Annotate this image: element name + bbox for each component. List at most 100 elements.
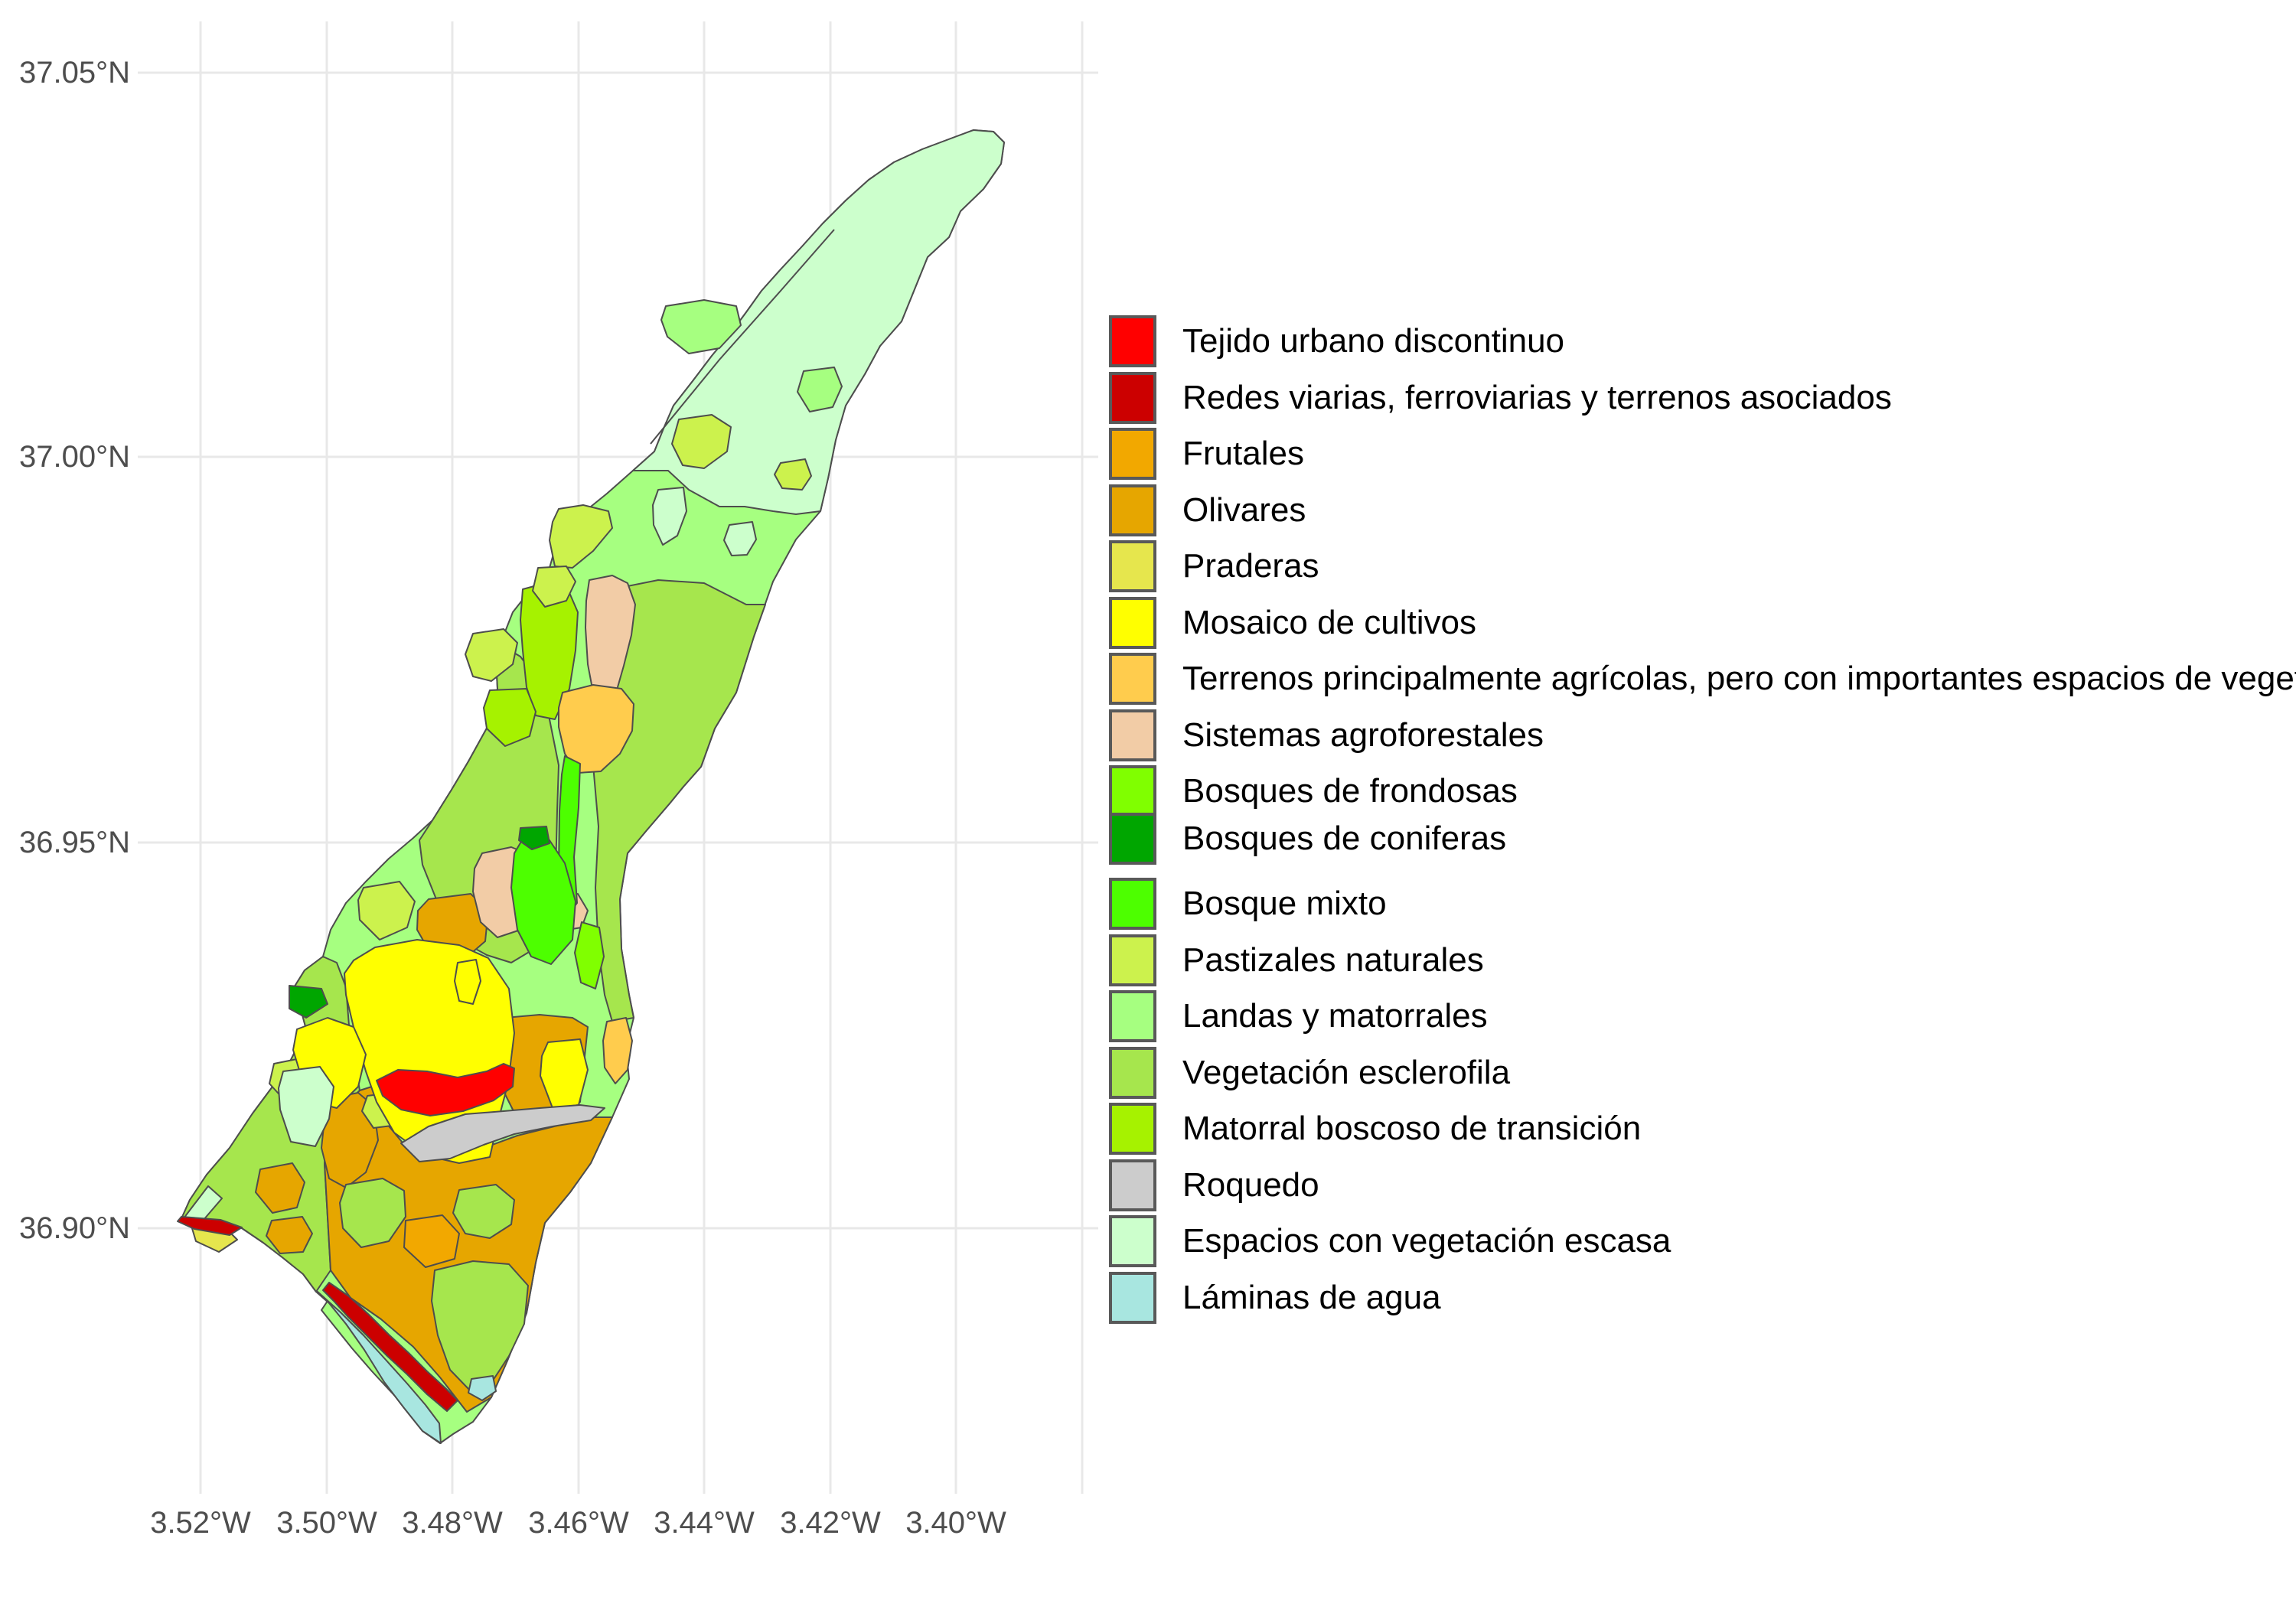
legend-swatch-roads [1109,371,1156,424]
region-roquedo-band [400,1104,605,1162]
legend-label-praderas: Praderas [1182,547,1319,585]
legend-item-mosaico: Mosaico de cultivos [1109,596,1476,649]
region-coniferas-west-sliver [289,985,328,1019]
region-pastizales-west-edge [465,628,518,682]
legend-label-mosaico: Mosaico de cultivos [1182,603,1476,641]
legend-label-mixto: Bosque mixto [1182,885,1387,922]
legend-swatch-mixto [1109,878,1156,930]
region-frondosas-strip-2 [574,921,605,989]
legend-swatch-praderas [1109,540,1156,592]
legend-swatch-mosaico [1109,596,1156,649]
x-tick-label: 3.42°W [780,1506,881,1540]
legend-item-esclerofila: Vegetación esclerofila [1109,1046,1511,1099]
region-escasa-inclusion-1 [652,487,687,546]
x-tick-label: 3.52°W [150,1506,251,1540]
legend-item-frondosas: Bosques de frondosas [1109,765,1518,817]
region-mixto-blob [510,832,576,965]
legend-swatch-escasa [1109,1215,1156,1267]
region-terrenos-east [602,1017,633,1084]
legend-swatch-frutales [1109,428,1156,480]
region-pastizales-nw-2 [532,566,576,608]
legend-item-frutales: Frutales [1109,428,1304,480]
y-tick-label: 37.05°N [19,56,130,90]
legend: Tejido urbano discontinuo Redes viarias, … [1109,0,2296,1607]
legend-swatch-urban [1109,315,1156,367]
legend-label-matorral: Matorral boscoso de transición [1182,1110,1642,1147]
region-agua-small-east [468,1375,497,1401]
legend-label-coniferas: Bosques de coniferas [1182,819,1507,857]
region-landas-inclusion-1 [660,299,742,354]
legend-label-agua: Láminas de agua [1182,1278,1441,1316]
x-tick-label: 3.50°W [276,1506,377,1540]
legend-label-esclerofila: Vegetación esclerofila [1182,1053,1511,1091]
legend-item-mixto: Bosque mixto [1109,878,1387,930]
legend-swatch-olivares [1109,484,1156,536]
region-coniferas-top-fringe [518,826,550,850]
region-olivares-island-2 [266,1216,313,1254]
legend-label-roquedo: Roquedo [1182,1165,1319,1204]
legend-label-frondosas: Bosques de frondosas [1182,772,1518,810]
legend-swatch-agroforestal [1109,709,1156,761]
internal-boundary-ne [650,229,835,445]
legend-item-matorral: Matorral boscoso de transición [1109,1103,1641,1155]
legend-swatch-agua [1109,1271,1156,1324]
legend-item-agua: Láminas de agua [1109,1271,1441,1324]
region-terrenos-upper [558,684,634,774]
region-pastizales-nw-strip [549,504,613,569]
legend-label-urban: Tejido urbano discontinuo [1182,322,1565,360]
x-tick-label: 3.44°W [654,1506,755,1540]
legend-item-pastizales: Pastizales naturales [1109,934,1484,986]
legend-swatch-terrenos [1109,653,1156,705]
x-tick-label: 3.46°W [528,1506,629,1540]
legend-item-roquedo: Roquedo [1109,1159,1319,1211]
region-matorral-blob [483,688,536,747]
legend-item-terrenos: Terrenos principalmente agrícolas, pero … [1109,653,2296,705]
legend-item-praderas: Praderas [1109,540,1319,592]
legend-swatch-frondosas [1109,765,1156,817]
y-tick-label: 36.90°N [19,1211,130,1245]
region-esclerofila-south-blob-1 [339,1178,406,1248]
x-tick-label: 3.40°W [905,1506,1006,1540]
legend-swatch-roquedo [1109,1159,1156,1211]
region-mosaico-tiny-upper [454,959,481,1005]
region-agua-southwest-wrap [317,1291,442,1444]
region-esclerofila-central [592,579,766,1022]
legend-label-terrenos: Terrenos principalmente agrícolas, pero … [1182,660,2296,697]
region-frutales-patch [403,1214,460,1268]
region-pastizales-east-upper [774,458,812,491]
legend-item-landas: Landas y matorrales [1109,990,1488,1042]
region-esclerofila-south-blob-2 [452,1184,515,1239]
legend-item-coniferas: Bosques de coniferas [1109,812,1507,865]
region-pastizales-top [671,414,732,469]
legend-item-olivares: Olivares [1109,484,1306,536]
legend-swatch-esclerofila [1109,1046,1156,1099]
y-tick-label: 36.95°N [19,826,130,859]
region-road-south [322,1282,458,1412]
legend-label-frutales: Frutales [1182,435,1304,472]
legend-swatch-coniferas [1109,812,1156,865]
legend-label-olivares: Olivares [1182,491,1306,529]
region-olivares-island-1 [255,1162,305,1214]
region-pastizales-mid-west [357,881,416,940]
region-esclerofila-southeast [431,1260,529,1392]
legend-label-roads: Redes viarias, ferroviarias y terrenos a… [1182,378,1892,416]
region-urban-band [376,1063,515,1116]
legend-item-roads: Redes viarias, ferroviarias y terrenos a… [1109,371,1892,424]
legend-swatch-matorral [1109,1103,1156,1155]
x-tick-label: 3.48°W [402,1506,503,1540]
region-landas-inclusion-2 [797,367,843,412]
region-escasa-inclusion-2 [723,521,757,556]
region-road-sw-sliver [177,1216,243,1236]
map-panel [138,21,1098,1494]
legend-label-escasa: Espacios con vegetación escasa [1182,1222,1671,1260]
legend-item-escasa: Espacios con vegetación escasa [1109,1215,1671,1267]
legend-label-agroforestal: Sistemas agroforestales [1182,715,1544,754]
legend-item-urban: Tejido urbano discontinuo [1109,315,1564,367]
y-tick-label: 37.00°N [19,440,130,474]
legend-swatch-pastizales [1109,934,1156,986]
region-escasa-left-patch [278,1066,334,1147]
legend-label-landas: Landas y matorrales [1182,997,1488,1035]
legend-item-agroforestal: Sistemas agroforestales [1109,709,1544,761]
legend-label-pastizales: Pastizales naturales [1182,940,1484,979]
